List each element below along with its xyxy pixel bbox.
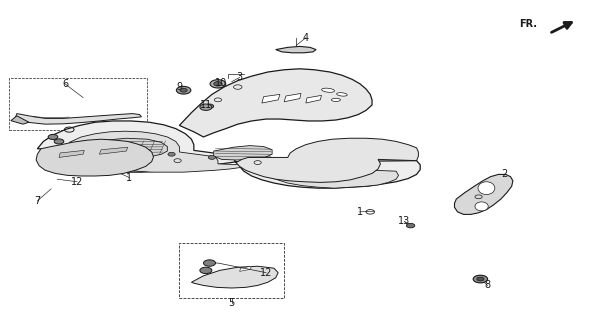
Circle shape [168,152,175,156]
Polygon shape [11,116,29,124]
Ellipse shape [332,98,341,101]
Polygon shape [36,139,154,176]
Text: 8: 8 [485,280,491,291]
Text: 5: 5 [229,298,235,308]
Polygon shape [179,69,372,137]
Circle shape [473,275,488,283]
Polygon shape [240,266,252,271]
Polygon shape [191,266,278,288]
Circle shape [203,260,216,266]
Text: 11: 11 [200,100,212,110]
Text: 12: 12 [260,268,272,278]
Polygon shape [455,174,513,214]
Text: 9: 9 [176,82,182,92]
Text: 13: 13 [399,216,411,227]
Ellipse shape [478,182,495,195]
Text: FR.: FR. [519,20,537,29]
Circle shape [54,139,64,144]
Polygon shape [37,121,420,188]
Polygon shape [59,150,84,157]
Text: 10: 10 [216,77,228,88]
Circle shape [180,88,187,92]
Polygon shape [99,147,128,154]
Ellipse shape [321,88,335,92]
Circle shape [214,82,222,86]
Polygon shape [236,138,418,182]
Circle shape [406,223,415,228]
Polygon shape [214,146,272,160]
Polygon shape [15,114,141,124]
Circle shape [176,86,191,94]
Text: 1: 1 [357,207,363,217]
Circle shape [477,277,484,281]
Text: 12: 12 [71,177,83,187]
Circle shape [210,80,226,88]
Text: 3: 3 [237,72,243,83]
Text: 4: 4 [303,33,309,43]
Text: 6: 6 [62,79,68,89]
Text: 7: 7 [34,196,40,206]
Ellipse shape [475,202,488,211]
Polygon shape [69,131,399,188]
Text: 1: 1 [126,172,132,183]
Text: 2: 2 [501,169,507,180]
Circle shape [208,156,216,159]
Circle shape [200,104,212,110]
Polygon shape [276,46,316,53]
Ellipse shape [337,93,347,96]
Polygon shape [306,95,321,103]
Polygon shape [262,94,280,103]
Polygon shape [83,138,167,158]
Circle shape [48,134,58,140]
Circle shape [205,104,214,108]
Circle shape [200,267,212,274]
Polygon shape [284,93,301,102]
